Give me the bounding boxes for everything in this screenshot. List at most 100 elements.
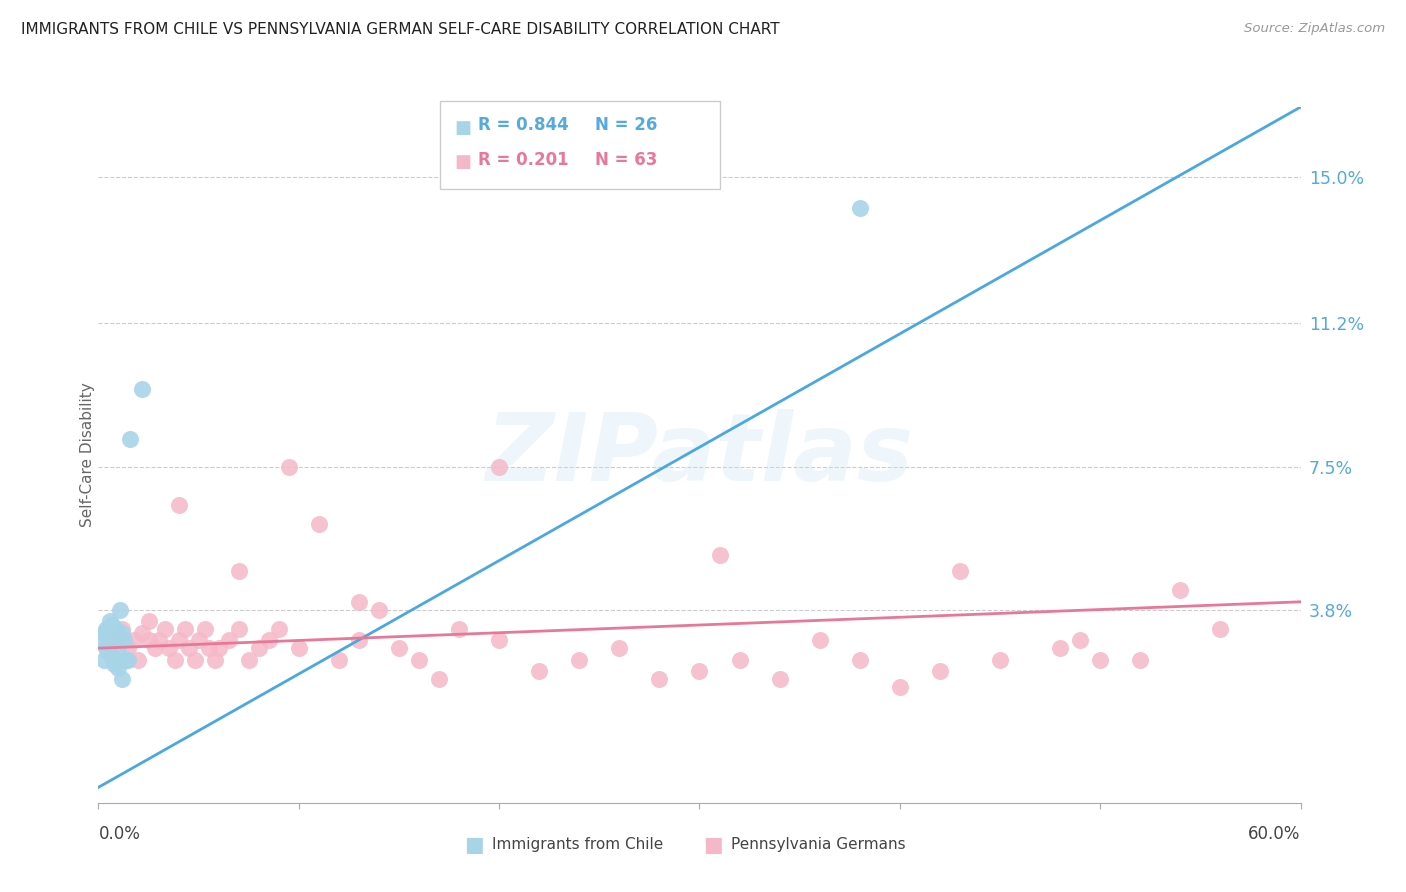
Point — [1170, 583, 1192, 598]
Point — [114, 633, 136, 648]
Point — [167, 633, 190, 648]
Point — [115, 653, 138, 667]
Text: IMMIGRANTS FROM CHILE VS PENNSYLVANIA GERMAN SELF-CARE DISABILITY CORRELATION CH: IMMIGRANTS FROM CHILE VS PENNSYLVANIA GE… — [21, 22, 780, 37]
Point — [110, 602, 132, 616]
Text: R = 0.201: R = 0.201 — [478, 151, 568, 169]
Point — [138, 633, 160, 648]
Point — [111, 622, 134, 636]
Point — [96, 641, 118, 656]
Point — [728, 653, 751, 667]
Point — [1069, 633, 1091, 648]
Point — [568, 653, 591, 667]
Point — [488, 633, 510, 648]
Point — [93, 625, 115, 640]
Point — [929, 665, 952, 679]
Point — [709, 549, 731, 563]
Text: R = 0.844: R = 0.844 — [478, 116, 569, 134]
Text: 60.0%: 60.0% — [1249, 825, 1301, 843]
Point — [288, 641, 311, 656]
Point — [427, 672, 450, 686]
Point — [1129, 653, 1152, 667]
Point — [138, 614, 160, 628]
Point — [97, 630, 120, 644]
Point — [1088, 653, 1111, 667]
Point — [889, 680, 911, 694]
Point — [97, 645, 120, 659]
Point — [257, 633, 280, 648]
Text: 0.0%: 0.0% — [98, 825, 141, 843]
Point — [208, 641, 231, 656]
Point — [100, 614, 122, 628]
Point — [117, 641, 139, 656]
Point — [167, 498, 190, 512]
Point — [267, 622, 290, 636]
Point — [347, 595, 370, 609]
Point — [488, 459, 510, 474]
Point — [308, 517, 330, 532]
Point — [107, 660, 129, 674]
Point — [105, 633, 128, 648]
Point — [648, 672, 671, 686]
Point — [157, 641, 180, 656]
Point — [91, 633, 114, 648]
Point — [107, 641, 129, 656]
Point — [107, 633, 129, 648]
Point — [103, 630, 125, 644]
Point — [120, 433, 142, 447]
Point — [949, 564, 972, 578]
Point — [328, 653, 350, 667]
Text: ZIPatlas: ZIPatlas — [485, 409, 914, 501]
Point — [1209, 622, 1232, 636]
Text: Immigrants from Chile: Immigrants from Chile — [492, 837, 664, 852]
Point — [1049, 641, 1071, 656]
Text: ■: ■ — [703, 835, 723, 855]
Point — [173, 622, 195, 636]
Point — [96, 622, 118, 636]
Y-axis label: Self-Care Disability: Self-Care Disability — [80, 383, 94, 527]
Point — [347, 633, 370, 648]
Point — [183, 653, 205, 667]
Point — [849, 653, 872, 667]
Point — [187, 633, 209, 648]
Point — [228, 622, 250, 636]
Point — [769, 672, 792, 686]
Point — [163, 653, 186, 667]
Point — [153, 622, 176, 636]
Point — [131, 625, 153, 640]
Text: N = 63: N = 63 — [595, 151, 657, 169]
Point — [609, 641, 631, 656]
Point — [148, 633, 170, 648]
Point — [111, 625, 134, 640]
Point — [128, 653, 150, 667]
Point — [93, 653, 115, 667]
Text: ■: ■ — [454, 153, 471, 171]
Point — [197, 641, 219, 656]
Point — [277, 459, 299, 474]
Text: ■: ■ — [464, 835, 484, 855]
Point — [447, 622, 470, 636]
Point — [117, 653, 139, 667]
Point — [408, 653, 430, 667]
Point — [988, 653, 1011, 667]
Point — [388, 641, 411, 656]
Text: ■: ■ — [454, 119, 471, 136]
Point — [204, 653, 226, 667]
Point — [100, 637, 122, 651]
Point — [849, 201, 872, 215]
Text: Source: ZipAtlas.com: Source: ZipAtlas.com — [1244, 22, 1385, 36]
Point — [689, 665, 711, 679]
Point — [368, 602, 391, 616]
Point — [111, 672, 134, 686]
Point — [529, 665, 551, 679]
Point — [228, 564, 250, 578]
Point — [194, 622, 217, 636]
Point — [131, 382, 153, 396]
Text: Pennsylvania Germans: Pennsylvania Germans — [731, 837, 905, 852]
Point — [124, 633, 146, 648]
Text: N = 26: N = 26 — [595, 116, 657, 134]
Point — [177, 641, 200, 656]
Point — [105, 622, 128, 636]
Point — [101, 648, 124, 663]
Point — [101, 618, 124, 632]
Point — [247, 641, 270, 656]
